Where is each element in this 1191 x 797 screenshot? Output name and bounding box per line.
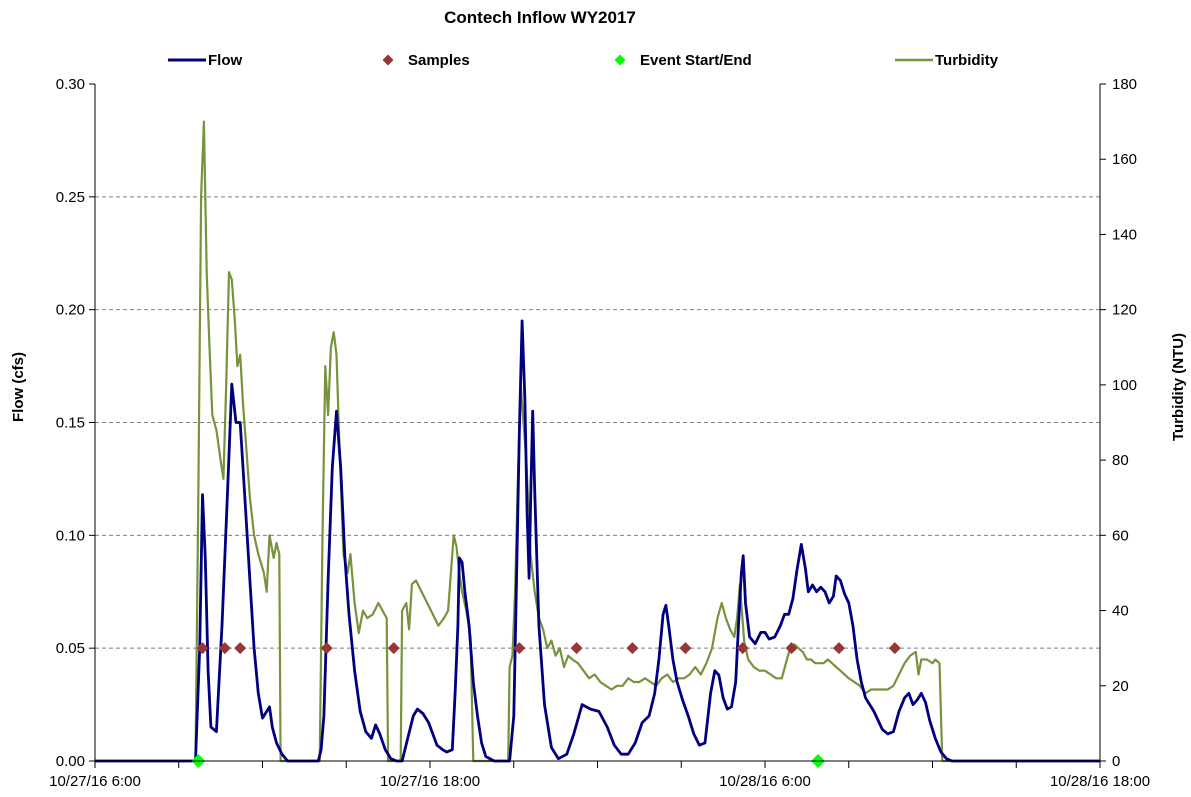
y-tick-label: 0.10 — [56, 527, 85, 544]
y-tick-label: 0.30 — [56, 76, 85, 93]
y-tick-label: 0.05 — [56, 640, 85, 657]
samples-marker — [196, 642, 209, 655]
samples-marker — [888, 642, 901, 655]
samples-marker — [736, 642, 749, 655]
legend: Flow Samples Event Start/End Turbidity — [168, 52, 999, 69]
chart-title: Contech Inflow WY2017 — [444, 8, 636, 27]
axes: 0.00 0.05 0.10 0.15 0.20 0.25 0.30 0 20 40 60 80 100… — [49, 76, 1150, 790]
x-tick-label: 10/27/16 18:00 — [380, 773, 480, 790]
x-tick-label: 10/28/16 18:00 — [1050, 773, 1150, 790]
y-tick-label: 0.25 — [56, 189, 85, 206]
y-tick-label: 0.20 — [56, 302, 85, 319]
y2-tick-label: 20 — [1112, 678, 1129, 695]
y2-tick-label: 0 — [1112, 753, 1120, 770]
y2-tick-label: 140 — [1112, 226, 1137, 243]
y2-tick-label: 80 — [1112, 452, 1129, 469]
y-tick-label: 0.00 — [56, 753, 85, 770]
samples-legend-swatch — [382, 54, 394, 66]
samples-marker — [832, 642, 845, 655]
samples-marker — [387, 642, 400, 655]
flow-legend-label: Flow — [208, 52, 242, 69]
y2-axis-label: Turbidity (NTU) — [1170, 333, 1187, 441]
samples-marker — [679, 642, 692, 655]
y2-tick-label: 100 — [1112, 377, 1137, 394]
samples-marker — [320, 642, 333, 655]
x-tick-label: 10/27/16 6:00 — [49, 773, 141, 790]
turbidity-series-line — [95, 120, 1100, 763]
y2-tick-label: 40 — [1112, 603, 1129, 620]
grid — [95, 196, 1100, 649]
x-tick-label: 10/28/16 6:00 — [719, 773, 811, 790]
turbidity-legend-label: Turbidity — [935, 52, 999, 69]
y2-tick-label: 180 — [1112, 76, 1137, 93]
y2-tick-label: 160 — [1112, 151, 1137, 168]
flow-series-line — [95, 319, 1100, 763]
y-axis-label: Flow (cfs) — [10, 352, 27, 422]
y2-tick-label: 60 — [1112, 527, 1129, 544]
samples-marker — [234, 642, 247, 655]
samples-marker — [218, 642, 231, 655]
event-start-end-legend-label: Event Start/End — [640, 52, 752, 69]
samples-marker — [570, 642, 583, 655]
series-layer — [95, 120, 1100, 768]
samples-marker — [513, 642, 526, 655]
event-start-end-legend-swatch — [614, 54, 626, 66]
samples-marker — [785, 642, 798, 655]
samples-marker — [626, 642, 639, 655]
y2-tick-label: 120 — [1112, 302, 1137, 319]
samples-legend-label: Samples — [408, 52, 470, 69]
y-tick-label: 0.15 — [56, 415, 85, 432]
